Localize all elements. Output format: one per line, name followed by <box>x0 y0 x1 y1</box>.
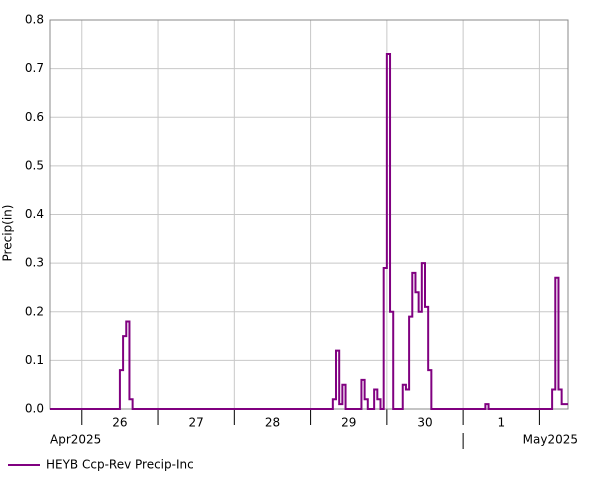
x-tick-label: 29 <box>341 416 356 430</box>
y-tick-label: 0.6 <box>25 110 44 124</box>
y-tick-label: 0.0 <box>25 402 44 416</box>
y-tick-label: 0.1 <box>25 353 44 367</box>
y-tick-label: 0.8 <box>25 13 44 27</box>
x-tick-label: 28 <box>265 416 280 430</box>
y-tick-label: 0.4 <box>25 207 44 221</box>
y-tick-label: 0.5 <box>25 158 44 172</box>
month-label: May2025 <box>523 433 578 447</box>
y-tick-label: 0.2 <box>25 304 44 318</box>
y-tick-label: 0.7 <box>25 61 44 75</box>
legend-label: HEYB Ccp-Rev Precip-Inc <box>46 458 194 472</box>
y-axis-label: Precip(in) <box>1 205 15 262</box>
x-tick-label: 1 <box>497 416 505 430</box>
step-line <box>50 53 568 410</box>
x-tick-label: 30 <box>417 416 432 430</box>
x-tick-label: 26 <box>112 416 127 430</box>
month-label: Apr2025 <box>50 433 101 447</box>
x-tick-label: 27 <box>189 416 204 430</box>
y-tick-label: 0.3 <box>25 256 44 270</box>
